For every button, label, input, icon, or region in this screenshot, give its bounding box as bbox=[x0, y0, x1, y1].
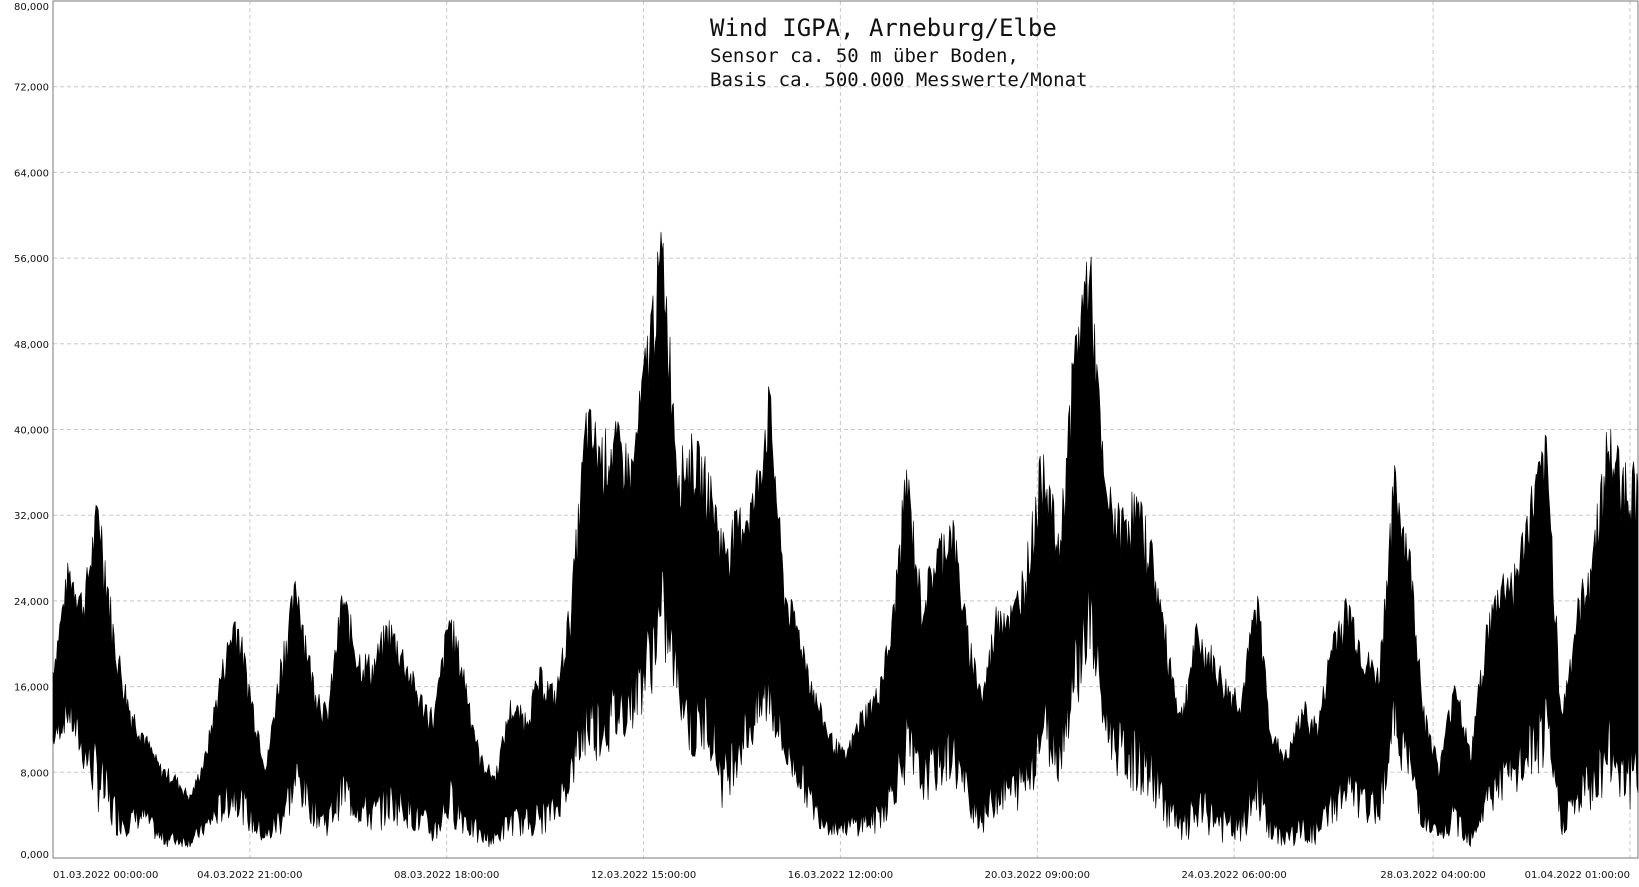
x-tick-label: 12.03.2022 15:00:00 bbox=[591, 870, 696, 881]
x-tick-label: 24.03.2022 06:00:00 bbox=[1181, 870, 1286, 881]
y-tick-label: 48,000 bbox=[14, 340, 49, 351]
y-tick-label: 72,000 bbox=[14, 83, 49, 94]
x-tick-label: 04.03.2022 21:00:00 bbox=[197, 870, 302, 881]
annotation-line-2: Sensor ca. 50 m über Boden, bbox=[710, 45, 1019, 67]
y-tick-label: 56,000 bbox=[14, 254, 49, 265]
annotation-line-3: Basis ca. 500.000 Messwerte/Monat bbox=[710, 69, 1088, 91]
y-tick-label: 80,000 bbox=[14, 2, 49, 13]
y-tick-label: 0,000 bbox=[20, 850, 49, 861]
x-tick-label: 01.03.2022 00:00:00 bbox=[53, 870, 158, 881]
plot-frame bbox=[52, 0, 1639, 859]
annotation-title: Wind IGPA, Arneburg/Elbe bbox=[710, 14, 1057, 42]
x-tick-label: 01.04.2022 01:00:00 bbox=[1525, 870, 1630, 881]
x-tick-label: 16.03.2022 12:00:00 bbox=[788, 870, 893, 881]
y-tick-label: 24,000 bbox=[14, 597, 49, 608]
y-tick-label: 64,000 bbox=[14, 168, 49, 179]
y-axis-ticks: 0,000 8,000 16,000 24,000 32,000 40,000 48,000… bbox=[14, 2, 49, 861]
y-tick-label: 8,000 bbox=[20, 768, 49, 779]
series-wind-speed bbox=[52, 231, 1639, 849]
x-tick-label: 08.03.2022 18:00:00 bbox=[394, 870, 499, 881]
y-tick-label: 16,000 bbox=[14, 683, 49, 694]
y-tick-label: 40,000 bbox=[14, 426, 49, 437]
x-tick-label: 20.03.2022 09:00:00 bbox=[985, 870, 1090, 881]
x-axis-ticks: 01.03.2022 00:00:00 04.03.2022 21:00:00 08… bbox=[53, 870, 1630, 881]
chart-annotations: Wind IGPA, Arneburg/Elbe Sensor ca. 50 m… bbox=[710, 14, 1088, 91]
y-tick-label: 32,000 bbox=[14, 511, 49, 522]
x-tick-label: 28.03.2022 04:00:00 bbox=[1380, 870, 1485, 881]
